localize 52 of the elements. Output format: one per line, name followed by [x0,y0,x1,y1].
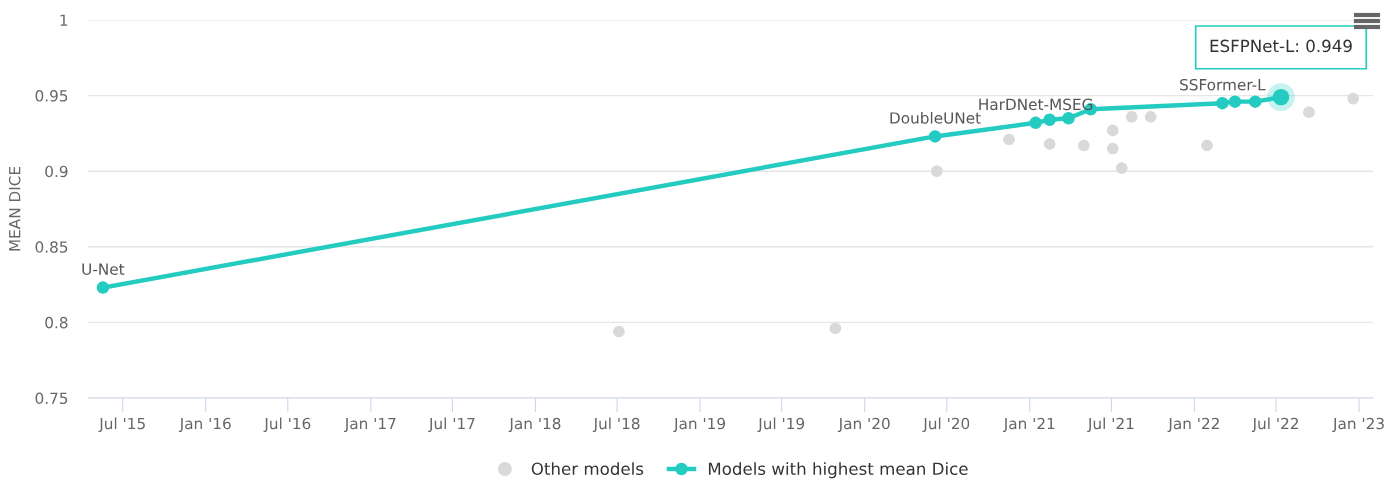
x-tick-label: Jul '18 [592,417,640,433]
point [1125,110,1138,123]
y-tick-label: 1 [60,14,68,26]
x-tick-label: Jan '16 [178,417,231,433]
point [613,325,625,338]
x-tick-label: Jul '21 [1087,417,1134,433]
point [1106,142,1119,155]
y-tick-label: 0.8 [45,316,68,329]
point [96,281,110,294]
point [1003,133,1015,146]
x-tick-label: Jan '20 [837,417,890,433]
point [1106,124,1119,137]
point [1078,139,1090,152]
x-tick-label: Jan '18 [508,417,561,433]
x-tick-label: Jan '22 [1167,417,1219,433]
x-tick-label: Jul '15 [98,417,145,433]
point [829,322,842,335]
point [1347,92,1359,105]
point [1144,110,1157,123]
y-tick-label: 0.95 [35,90,68,102]
x-tick-label: Jul '20 [922,417,970,433]
point [1043,113,1056,127]
x-tick-label: Jan '17 [343,417,396,433]
x-tick-label: Jul '17 [428,417,475,433]
point [1249,95,1262,108]
x-tick-label: Jan '21 [1002,417,1055,433]
y-axis-title: MEAN DICE [8,166,21,251]
legend-label: Other models [531,462,644,476]
x-tick-label: Jan '19 [673,417,726,433]
annotation: U-Net [82,263,125,275]
point [931,165,943,178]
point [1228,95,1242,108]
annotation: ESFPNet-L: 0.949 [1210,39,1352,53]
point [1303,106,1315,119]
annotation: HarDNet-MSEG [979,98,1093,111]
point [1062,112,1075,125]
y-tick-label: 0.75 [35,392,68,405]
point [1115,162,1128,174]
point [1043,138,1056,150]
point [1216,96,1229,110]
annotation: SSFormer-L [1180,78,1266,91]
x-tick-label: Jul '16 [263,417,311,433]
y-tick-label: 0.9 [45,165,68,178]
x-tick-label: Jul '22 [1251,417,1298,433]
x-tick-label: Jan '23 [1332,417,1384,433]
legend-label: Models with highest mean Dice [708,462,968,479]
point [928,130,942,143]
y-tick-label: 0.85 [35,241,68,253]
x-tick-label: Jul '19 [757,417,805,433]
point [1201,139,1213,152]
annotation: DoubleUNet [890,111,981,124]
point [1029,116,1042,130]
